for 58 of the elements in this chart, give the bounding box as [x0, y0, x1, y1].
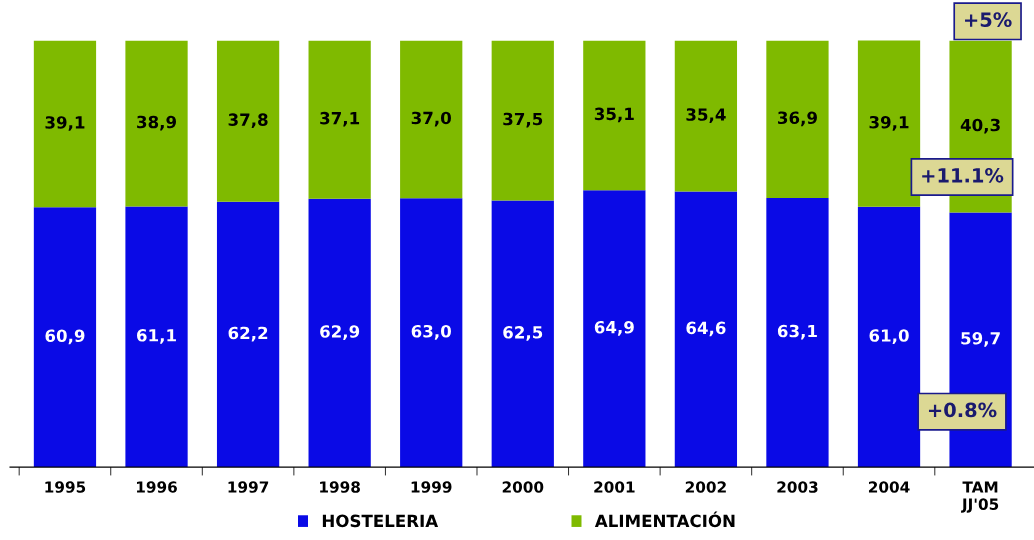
x-tick-label: 1998	[320, 481, 360, 493]
bar	[33, 207, 97, 468]
bar	[583, 40, 646, 191]
data-label: 62,9	[320, 325, 360, 340]
bar	[400, 40, 463, 199]
x-tick-label: 2002	[685, 481, 726, 493]
bar	[583, 190, 646, 468]
bar	[766, 40, 829, 198]
bar	[674, 191, 738, 468]
bar	[216, 201, 280, 468]
data-label: 35,1	[594, 107, 634, 123]
x-tick-label: 1997	[228, 481, 269, 493]
x-tick-label: 1995	[45, 481, 86, 493]
legend-label: ALIMENTACIÓN	[594, 511, 735, 528]
bar	[125, 206, 188, 468]
x-tick-label: 2004	[868, 481, 910, 493]
x-tick-label: 2003	[777, 481, 818, 493]
bar	[400, 198, 463, 468]
bar	[491, 40, 554, 201]
data-label: 60,9	[45, 329, 85, 345]
data-label: 40,3	[960, 118, 1000, 134]
bar	[125, 40, 188, 207]
bar	[857, 40, 921, 207]
text: +5%	[965, 12, 1012, 27]
bar	[216, 40, 280, 202]
data-label: 62,2	[228, 326, 268, 342]
x-tick-label: TAM JJ'05	[961, 481, 999, 513]
data-label: 64,6	[686, 321, 726, 337]
data-label: 35,4	[686, 108, 726, 123]
data-label: 61,1	[137, 329, 176, 344]
data-label: 39,1	[45, 116, 85, 131]
data-label: 37,8	[228, 113, 268, 129]
bar	[491, 200, 554, 468]
bar	[674, 40, 738, 192]
data-label: 63,1	[777, 324, 817, 340]
data-label: 38,9	[137, 115, 177, 131]
x-tick-label: 2000	[502, 481, 544, 493]
bar	[857, 206, 921, 468]
data-label: 39,1	[869, 115, 909, 131]
x-tick-label: 1996	[136, 481, 177, 493]
data-label: 64,9	[594, 320, 634, 336]
data-label: 36,9	[778, 111, 817, 127]
data-label: 37,1	[320, 111, 360, 127]
x-tick-label: 1999	[411, 481, 452, 493]
data-label: 62,5	[503, 326, 543, 341]
bar	[33, 40, 97, 208]
bar	[308, 198, 371, 468]
data-label: 63,0	[411, 324, 451, 340]
annotation: +0.8%	[928, 402, 997, 418]
data-label: 59,7	[961, 332, 1000, 347]
bar	[766, 197, 829, 468]
data-label: 61,0	[869, 329, 909, 344]
bar	[308, 40, 371, 199]
legend-label: HOSTELERIA	[322, 514, 439, 528]
annotation: +11.1%	[922, 167, 1004, 183]
data-label: 37,0	[411, 111, 451, 127]
x-tick-label: 2001	[594, 481, 635, 493]
data-label: 37,5	[503, 112, 543, 128]
